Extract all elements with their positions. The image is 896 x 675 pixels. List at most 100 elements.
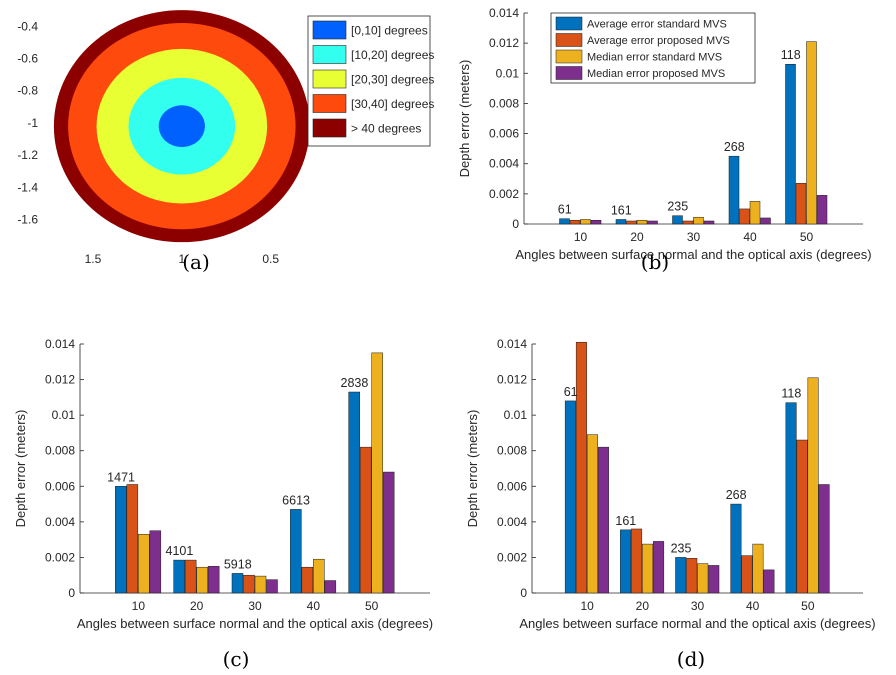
bar-0 [559, 218, 570, 225]
x-tick-label: 50 [365, 599, 379, 613]
y-tick-label: 0.004 [45, 515, 75, 529]
bar-2 [697, 563, 709, 594]
x-tick-label: 20 [630, 230, 644, 244]
bar-3 [207, 566, 220, 594]
y-tick-label: 0.002 [489, 187, 519, 201]
y-tick-label: 0.006 [45, 479, 75, 493]
bar-1 [243, 574, 255, 594]
y-tick-label: 0.008 [489, 96, 519, 110]
x-tick-label: 40 [307, 599, 321, 613]
bar-3 [818, 484, 830, 594]
count-label: 268 [724, 140, 745, 154]
a-ytick-label: -1 [27, 116, 38, 130]
bar-0 [290, 509, 302, 594]
panel-a-legend: [0,10] degrees [10,20] degrees [20,30] deg… [307, 15, 434, 147]
bar-1 [569, 219, 581, 225]
y-tick-label: 0.004 [489, 157, 519, 171]
legend-label: [20,30] degrees [351, 73, 434, 87]
x-tick-label: 20 [190, 599, 204, 613]
bar-2 [749, 201, 761, 225]
y-tick-label: 0.012 [489, 36, 519, 50]
chart-d: 0 0.002 0.004 0.006 0.008 0.01 0.012 0.014 10 61 2… [465, 337, 876, 631]
bar-3 [703, 220, 715, 225]
bar-0 [675, 557, 687, 594]
count-label: 235 [667, 200, 688, 214]
legend-swatch [312, 118, 347, 138]
bar-3 [647, 220, 658, 225]
legend-label: Median error standard MVS [587, 52, 722, 64]
y-axis-title: Depth error (meters) [465, 410, 480, 528]
bar-2 [752, 543, 764, 594]
a-xtick-label: 1 [178, 252, 185, 266]
x-tick-label: 50 [800, 230, 814, 244]
a-ytick-label: -1.2 [17, 148, 38, 162]
bar-2 [586, 434, 598, 594]
bar-3 [382, 471, 395, 594]
bar-3 [653, 541, 665, 594]
a-ytick-label: -1.4 [17, 180, 38, 194]
x-axis-title: Angles between surface normal and the op… [519, 616, 875, 631]
bar-1 [741, 555, 753, 594]
a-ytick-label: -0.6 [17, 52, 38, 66]
angle-ring-4 [158, 105, 205, 148]
y-tick-label: 0.01 [496, 66, 520, 80]
bar-1 [739, 208, 750, 225]
count-label: 161 [611, 203, 632, 217]
bar-0 [785, 63, 796, 225]
caption-c: (c) [223, 647, 250, 671]
legend-label: [30,40] degrees [351, 97, 434, 111]
bar-0 [564, 400, 576, 594]
bar-1 [631, 528, 643, 594]
chart-legend: Average error standard MVS Average error … [550, 12, 756, 84]
count-label: 2838 [341, 376, 369, 390]
bar-1 [575, 341, 587, 594]
y-tick-label: 0.008 [45, 444, 75, 458]
legend-label: [0,10] degrees [351, 24, 428, 38]
bar-2 [693, 216, 704, 225]
legend-swatch [555, 33, 583, 47]
bar-0 [672, 215, 683, 225]
bar-1 [682, 220, 694, 225]
chart-c: 0 0.002 0.004 0.006 0.008 0.01 0.012 0.014 10 147… [13, 337, 433, 631]
a-xtick-label: 0.5 [262, 252, 279, 266]
bar-3 [816, 195, 828, 225]
bar-2 [313, 558, 325, 594]
angle-heatmap [53, 10, 310, 243]
count-label: 5918 [224, 557, 252, 571]
bar-3 [763, 569, 775, 594]
bar-3 [590, 219, 602, 225]
a-xtick-label: 1.5 [85, 252, 102, 266]
x-tick-label: 50 [801, 599, 815, 613]
x-tick-label: 10 [574, 230, 588, 244]
a-ytick-label: -0.4 [17, 19, 38, 33]
count-label: 118 [781, 48, 801, 62]
legend-swatch [312, 94, 347, 113]
y-tick-label: 0.002 [45, 550, 75, 564]
count-label: 268 [726, 488, 747, 502]
caption-b: (b) [641, 250, 669, 274]
count-label: 4101 [166, 544, 194, 558]
x-tick-label: 20 [636, 599, 650, 613]
y-tick-label: 0.01 [504, 408, 528, 422]
x-tick-label: 10 [132, 599, 146, 613]
legend-swatch [312, 45, 347, 64]
bar-0 [231, 573, 244, 594]
y-tick-label: 0 [68, 586, 75, 600]
bar-1 [359, 446, 372, 594]
y-axis-title: Depth error (meters) [457, 60, 472, 178]
legend-swatch [555, 49, 583, 64]
bar-0 [348, 391, 360, 594]
count-label: 118 [781, 387, 801, 401]
bar-1 [686, 558, 698, 594]
bar-2 [196, 566, 208, 594]
bar-1 [126, 484, 139, 594]
bar-3 [708, 565, 720, 594]
bar-1 [184, 559, 197, 594]
legend-swatch [555, 66, 583, 80]
bar-0 [115, 486, 127, 594]
x-axis-title: Angles between surface normal and the op… [77, 616, 433, 631]
y-tick-label: 0.012 [497, 373, 527, 387]
x-axis-title: Angles between surface normal and the op… [515, 247, 871, 262]
